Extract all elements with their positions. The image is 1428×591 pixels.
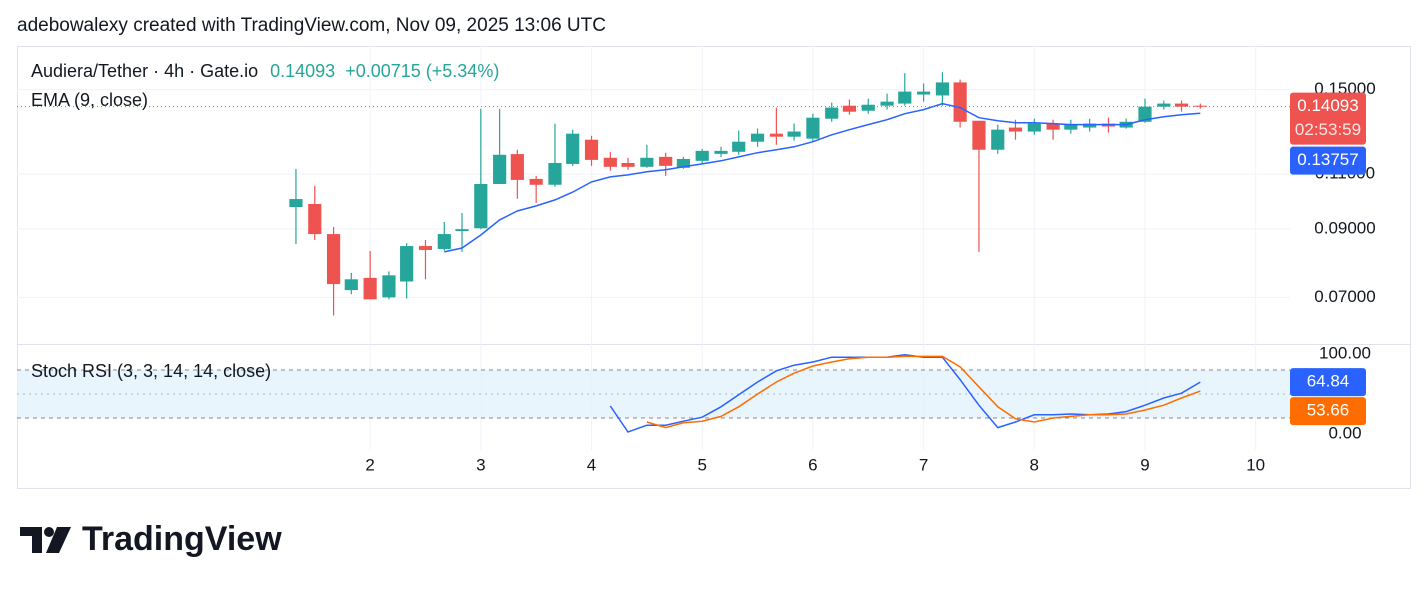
stoch-line xyxy=(646,355,1201,429)
value-tag-box xyxy=(1290,397,1366,426)
y-tick-label: 0.00 xyxy=(1328,423,1361,442)
logo-icon xyxy=(44,527,54,537)
y-tick-label: 0.09000 xyxy=(1314,218,1375,237)
candle-body xyxy=(400,246,414,282)
candle-body xyxy=(842,105,857,112)
candle-body xyxy=(917,91,931,95)
candle-body xyxy=(603,157,617,167)
ema-tag-text: 0.13757 xyxy=(1297,150,1358,169)
candle-body xyxy=(787,131,801,137)
symbol: Audiera/Tether · 4h · Gate.io xyxy=(31,61,258,81)
candle-body xyxy=(1174,103,1189,107)
value-tag-text: 64.84 xyxy=(1307,372,1350,391)
candle-body xyxy=(825,107,839,119)
candle-body xyxy=(529,178,543,185)
x-tick-label: 9 xyxy=(1140,455,1149,474)
candle-body xyxy=(1193,105,1207,107)
candle-body xyxy=(1138,106,1152,122)
candle-body xyxy=(363,277,377,300)
candle-body xyxy=(474,183,488,229)
price-tag-text: 0.14093 xyxy=(1297,96,1358,115)
price-tag: 0.14093 02:53:59 xyxy=(1290,92,1366,145)
candle-body xyxy=(1083,123,1097,128)
candle-body xyxy=(1064,124,1078,130)
candle-body xyxy=(327,234,341,285)
candle-body xyxy=(308,203,322,235)
price-tag-box xyxy=(1290,92,1366,145)
ema-tag: 0.13757 xyxy=(1290,146,1366,175)
candle-body xyxy=(714,150,728,154)
ema-tag-box xyxy=(1290,146,1366,175)
x-tick-label: 2 xyxy=(365,455,374,474)
candle-body xyxy=(861,104,875,111)
candle-body xyxy=(493,154,507,184)
stoch-legend: Stoch RSI (3, 3, 14, 14, close) xyxy=(31,361,271,381)
candle-body xyxy=(566,133,580,164)
candle-body xyxy=(584,139,599,160)
candle-body xyxy=(455,229,469,231)
candle-body xyxy=(1157,103,1171,107)
candle-body xyxy=(1008,127,1023,132)
x-tick-label: 3 xyxy=(476,455,485,474)
ema-legend: EMA (9, close) xyxy=(31,90,148,110)
candle-body xyxy=(1046,123,1060,130)
logo: TradingView xyxy=(20,520,282,558)
price-tag-text: 02:53:59 xyxy=(1295,120,1361,139)
x-tick-label: 7 xyxy=(919,455,928,474)
candle-body xyxy=(953,82,967,122)
candle-body xyxy=(621,162,635,167)
value-tag: 64.84 xyxy=(1290,368,1366,397)
candle-body xyxy=(640,157,654,167)
candle-body xyxy=(418,246,433,250)
candle-body xyxy=(898,91,912,104)
candle-body xyxy=(750,133,765,142)
candle-body xyxy=(880,101,894,106)
candle-body xyxy=(548,162,562,185)
candle-body xyxy=(806,117,820,139)
candle-body xyxy=(289,199,303,208)
y-tick-label: 0.07000 xyxy=(1314,287,1375,306)
x-tick-label: 4 xyxy=(587,455,596,474)
chart-layer: 0.070000.090000.110000.1500023456789100.… xyxy=(17,46,1376,474)
candle-body xyxy=(344,279,358,291)
value-tag-text: 53.66 xyxy=(1307,401,1350,420)
x-tick-label: 5 xyxy=(697,455,706,474)
candle-body xyxy=(972,120,986,150)
x-tick-label: 10 xyxy=(1246,455,1265,474)
logo-icon xyxy=(20,527,42,553)
ema-line xyxy=(444,102,1201,253)
candle-body xyxy=(1027,123,1041,132)
caption: adebowalexy created with TradingView.com… xyxy=(17,15,606,36)
candle-body xyxy=(769,133,783,137)
legend-symbol: Audiera/Tether · 4h · Gate.io 0.14093 +0.0… xyxy=(31,61,499,81)
candle-body xyxy=(437,234,451,249)
candle-body xyxy=(732,141,746,152)
candle-body xyxy=(382,275,396,298)
candle-body xyxy=(510,154,524,180)
x-tick-label: 6 xyxy=(808,455,817,474)
candle-body xyxy=(695,150,709,161)
candle-body xyxy=(991,129,1005,150)
value-tag-box xyxy=(1290,368,1366,397)
last-price: 0.14093 xyxy=(270,61,335,81)
value-tag: 53.66 xyxy=(1290,397,1366,426)
chart-frame xyxy=(17,46,1411,489)
logo-text: TradingView xyxy=(82,520,282,558)
y-tick-label: 100.00 xyxy=(1319,343,1371,362)
candle-body xyxy=(935,82,950,96)
x-tick-label: 8 xyxy=(1030,455,1039,474)
candle-body xyxy=(676,158,690,168)
price-change: +0.00715 (+5.34%) xyxy=(345,61,499,81)
candle-body xyxy=(659,156,673,166)
logo-icon xyxy=(46,527,71,553)
